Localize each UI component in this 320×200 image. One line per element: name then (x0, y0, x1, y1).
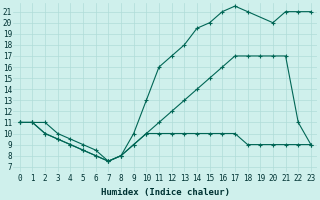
X-axis label: Humidex (Indice chaleur): Humidex (Indice chaleur) (101, 188, 230, 197)
